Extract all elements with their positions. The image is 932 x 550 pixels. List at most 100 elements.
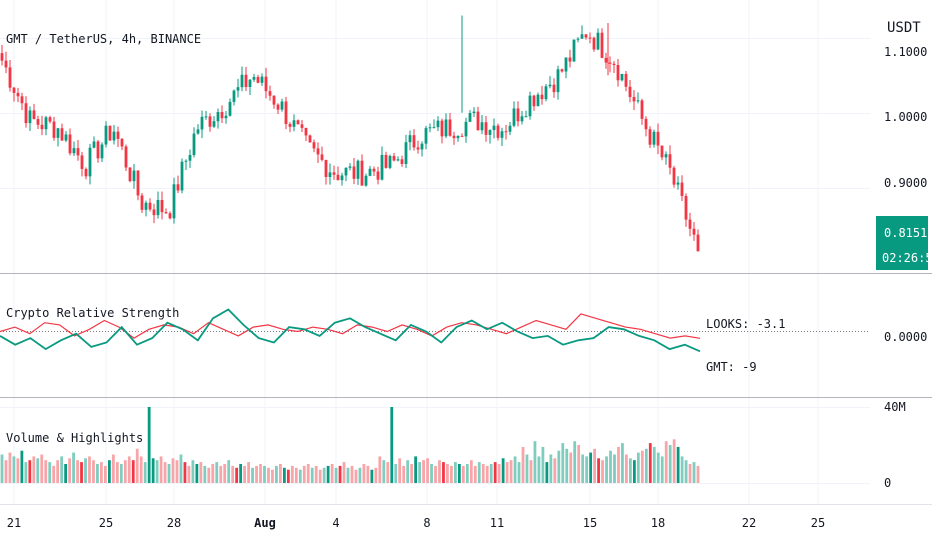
volume-bar-44 [175, 460, 179, 483]
volume-bar-51 [203, 465, 207, 483]
candle-body-170 [680, 182, 684, 197]
volume-bar-108 [430, 464, 433, 483]
candle-body-36 [144, 202, 148, 210]
candle-body-108 [432, 127, 436, 129]
volume-bar-135 [537, 456, 541, 483]
volume-bar-146 [581, 454, 585, 483]
volume-bar-14 [56, 460, 60, 483]
volume-bar-160 [636, 452, 640, 483]
grid [0, 0, 870, 504]
candle-body-111 [444, 119, 448, 137]
volume-bar-2 [8, 452, 12, 483]
volume-bar-30 [119, 464, 123, 483]
crs-title[interactable]: Crypto Relative Strength [6, 306, 179, 320]
candle-body-83 [332, 172, 336, 175]
volume-bar-72 [286, 469, 290, 483]
volume-bar-19 [76, 460, 79, 483]
volume-bar-24 [96, 464, 99, 483]
currency-label[interactable]: USDT [887, 20, 921, 36]
candle-body-53 [212, 121, 216, 127]
volume-bar-11 [44, 460, 48, 483]
volume-bar-77 [306, 464, 310, 483]
volume-bar-40 [159, 456, 163, 483]
volume-bar-102 [406, 460, 410, 483]
volume-bar-168 [668, 445, 672, 483]
candle-body-121 [484, 122, 488, 135]
volume-bar-134 [533, 441, 537, 483]
volume-bar-57 [227, 460, 231, 483]
volume-bar-61 [243, 465, 246, 483]
candle-body-158 [632, 97, 636, 102]
volume-bar-159 [632, 460, 636, 483]
volume-bar-82 [326, 465, 330, 483]
candle-body-138 [552, 84, 556, 93]
volume-bar-56 [223, 464, 227, 483]
candle-body-75 [300, 124, 304, 128]
crs-lines[interactable] [0, 308, 701, 353]
time-label-22: 22 [742, 516, 756, 530]
candle-body-127 [508, 125, 512, 132]
volume-bar-8 [32, 456, 36, 483]
candle-body-162 [648, 129, 652, 145]
volume-bar-139 [553, 458, 557, 483]
volume-bar-148 [589, 452, 593, 483]
candle-body-141 [564, 57, 568, 72]
candle-body-143 [572, 39, 576, 62]
volume-bar-3 [12, 456, 16, 483]
candle-body-118 [472, 111, 476, 114]
volume-bar-49 [195, 464, 199, 483]
price-tick-3: 0.9000 [884, 176, 927, 190]
candle-body-82 [328, 172, 332, 178]
volume-bar-26 [104, 465, 107, 483]
candle-body-106 [424, 128, 428, 144]
volume-bar-136 [541, 446, 545, 483]
candle-body-105 [420, 143, 424, 150]
volume-bar-174 [692, 462, 696, 483]
candle-body-145 [580, 34, 584, 39]
volume-bar-124 [493, 462, 497, 483]
candle-body-24 [96, 141, 100, 159]
candle-body-71 [284, 101, 288, 124]
volume-bar-123 [489, 464, 493, 483]
candle-body-46 [184, 160, 188, 162]
volume-bar-120 [477, 462, 481, 483]
volume-bar-69 [275, 465, 278, 483]
volume-bars[interactable] [0, 407, 700, 483]
time-label-11: 11 [490, 516, 504, 530]
volume-bar-92 [366, 465, 370, 483]
candle-body-48 [192, 133, 196, 156]
current-price-tag[interactable]: 0.8151 02:26:57 [876, 216, 932, 270]
volume-bar-109 [434, 465, 437, 483]
candle-body-59 [236, 87, 240, 91]
volume-bar-117 [465, 464, 469, 483]
candle-body-68 [272, 95, 276, 105]
volume-bar-95 [378, 456, 382, 483]
time-label-8: 8 [423, 516, 430, 530]
candle-body-102 [408, 135, 412, 143]
volume-title[interactable]: Volume & Highlights [6, 431, 143, 445]
candle-body-97 [388, 155, 392, 168]
candle-body-44 [176, 184, 180, 191]
candle-body-1 [4, 60, 8, 68]
candle-body-116 [464, 121, 468, 137]
volume-bar-88 [350, 465, 354, 483]
volume-bar-37 [147, 407, 151, 483]
time-axis[interactable]: 21 25 28 Aug 4 8 11 15 18 22 25 [7, 516, 825, 530]
volume-bar-76 [302, 465, 306, 483]
volume-bar-144 [573, 441, 577, 483]
candle-body-163 [652, 131, 656, 145]
symbol-title[interactable]: GMT / TetherUS, 4h, BINANCE [6, 32, 201, 46]
volume-bar-89 [354, 469, 358, 483]
volume-bar-165 [656, 452, 660, 483]
candle-body-153 [612, 63, 616, 66]
volume-bar-113 [450, 465, 453, 483]
volume-bar-87 [346, 467, 350, 483]
volume-bar-111 [442, 462, 445, 483]
candle-body-40 [160, 199, 164, 213]
volume-bar-115 [457, 464, 461, 483]
volume-bar-94 [374, 467, 378, 483]
price-candles[interactable] [0, 15, 700, 252]
volume-bar-20 [80, 462, 83, 483]
